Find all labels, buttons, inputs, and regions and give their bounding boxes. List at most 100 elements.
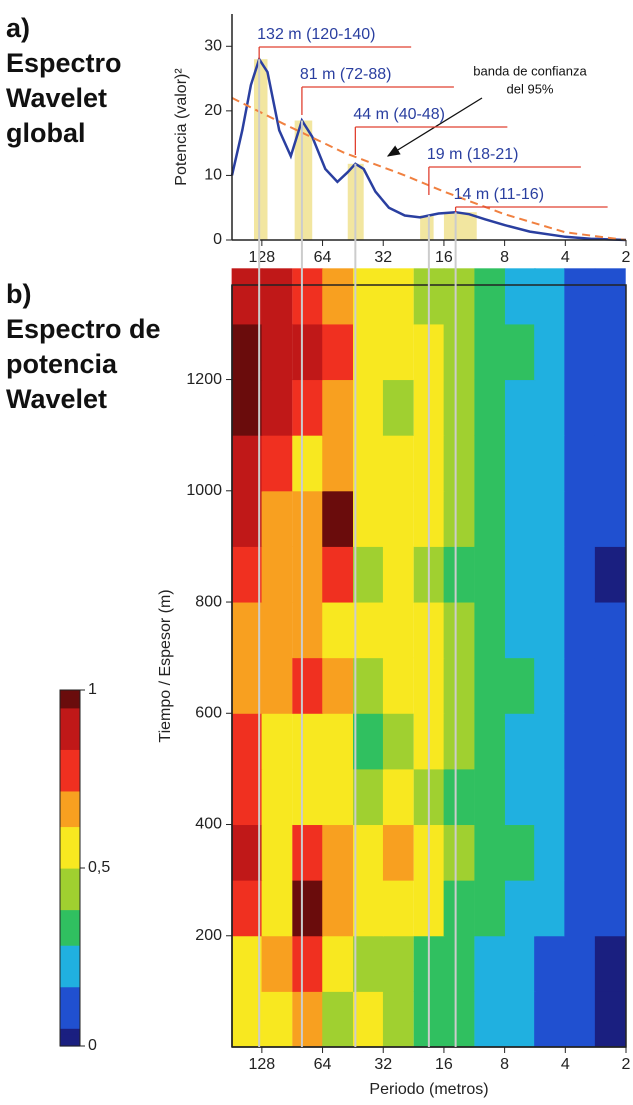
heatmap-cell [231, 490, 263, 547]
heatmap-cell [564, 546, 596, 603]
heatmap-cell [231, 657, 263, 714]
heatmap-cell [504, 991, 536, 1048]
heatmap-cell [353, 379, 384, 436]
colorbar-step [60, 832, 80, 839]
heatmap-cell [231, 602, 263, 659]
heatmap-cell [292, 323, 324, 381]
x-tick-label: 4 [561, 1056, 570, 1073]
note-text: banda de confianza [473, 63, 587, 78]
panel-title: Espectro de [6, 314, 161, 344]
heatmap-cell [322, 323, 354, 381]
y-tick-label: 20 [204, 102, 222, 119]
heatmap-cell [504, 323, 536, 381]
colorbar-step [60, 1010, 80, 1017]
colorbar-step [60, 945, 80, 952]
heatmap-cell [231, 824, 263, 881]
confidence-band-bar [420, 215, 434, 240]
heatmap-cell [322, 546, 354, 603]
heatmap-cell [443, 935, 475, 992]
heatmap-cell [443, 991, 475, 1048]
heatmap-cell [231, 323, 263, 381]
heatmap-cell [443, 768, 475, 826]
heatmap-cell [594, 713, 626, 770]
heatmap-cell [504, 824, 536, 881]
colorbar-step [60, 713, 80, 721]
heatmap-cell [534, 768, 566, 826]
heatmap-cell [322, 435, 354, 492]
colorbar-step [60, 897, 80, 905]
heatmap-cell [382, 435, 414, 492]
y-tick-label: 800 [195, 593, 222, 610]
colorbar-step [60, 755, 80, 762]
heatmap-cell [382, 991, 414, 1048]
colorbar-tick-label: 0,5 [88, 859, 110, 876]
heatmap-cell [353, 546, 384, 603]
colorbar-step [60, 909, 80, 917]
colorbar-step [60, 737, 80, 744]
annotation-label: 19 m (18-21) [427, 146, 519, 163]
heatmap-cell [443, 379, 475, 436]
heatmap-cell [322, 490, 354, 547]
heatmap-cell [443, 490, 475, 547]
heatmap-cell [322, 657, 354, 714]
colorbar-step [60, 725, 80, 733]
heatmap-cell [292, 268, 324, 325]
heatmap-cell [594, 824, 626, 881]
heatmap-cell [382, 490, 414, 547]
heatmap-cell [231, 768, 263, 826]
panel-title: potencia [6, 349, 118, 379]
colorbar-step [60, 784, 80, 792]
annotation-label: 81 m (72-88) [300, 66, 392, 83]
y-tick-label: 30 [204, 38, 222, 55]
heatmap-cell [504, 490, 536, 547]
x-tick-label: 64 [314, 1056, 332, 1073]
heatmap-cell [564, 490, 596, 547]
colorbar-step [60, 850, 80, 857]
heatmap-cell [322, 824, 354, 881]
colorbar-tick-label: 0 [88, 1037, 97, 1054]
heatmap-cell [534, 935, 566, 992]
colorbar-step [60, 951, 80, 958]
colorbar-step [60, 826, 80, 833]
heatmap-cell [534, 991, 566, 1048]
heatmap-cell [382, 768, 414, 826]
heatmap-cell [292, 991, 324, 1048]
heatmap-cell [474, 657, 506, 714]
heatmap-cell [594, 435, 626, 492]
heatmap-cell [474, 824, 506, 881]
colorbar-step [60, 690, 80, 697]
heatmap-cell [322, 379, 354, 436]
annotation-label: 44 m (40-48) [353, 106, 445, 123]
colorbar-step [60, 921, 80, 928]
colorbar-step [60, 790, 80, 798]
heatmap-cell [564, 379, 596, 436]
heatmap-cell [564, 880, 596, 937]
heatmap-cell [231, 880, 263, 937]
colorbar-step [60, 802, 80, 810]
heatmap-cell [353, 490, 384, 547]
colorbar-step [60, 891, 80, 899]
heatmap-cell [261, 713, 293, 770]
heatmap-cell [353, 323, 384, 381]
heatmap-cell [292, 880, 324, 937]
colorbar-step [60, 879, 80, 887]
colorbar-step [60, 1040, 80, 1047]
heatmap-cell [504, 880, 536, 937]
heatmap-cell [564, 602, 596, 659]
x-tick-label: 128 [248, 1056, 275, 1073]
heatmap-cell [322, 602, 354, 659]
colorbar-step [60, 856, 80, 863]
heatmap-cell [534, 824, 566, 881]
heatmap-cell [292, 657, 324, 714]
colorbar-step [60, 796, 80, 804]
heatmap-cell [382, 323, 414, 381]
heatmap-cell [504, 602, 536, 659]
colorbar-step [60, 968, 80, 976]
x-tick-label: 128 [248, 249, 275, 266]
y-tick-label: 1000 [186, 482, 222, 499]
heatmap-cell [353, 824, 384, 881]
heatmap-cell [353, 713, 384, 770]
heatmap-cell [322, 935, 354, 992]
heatmap-cell [594, 490, 626, 547]
heatmap-cell [594, 657, 626, 714]
